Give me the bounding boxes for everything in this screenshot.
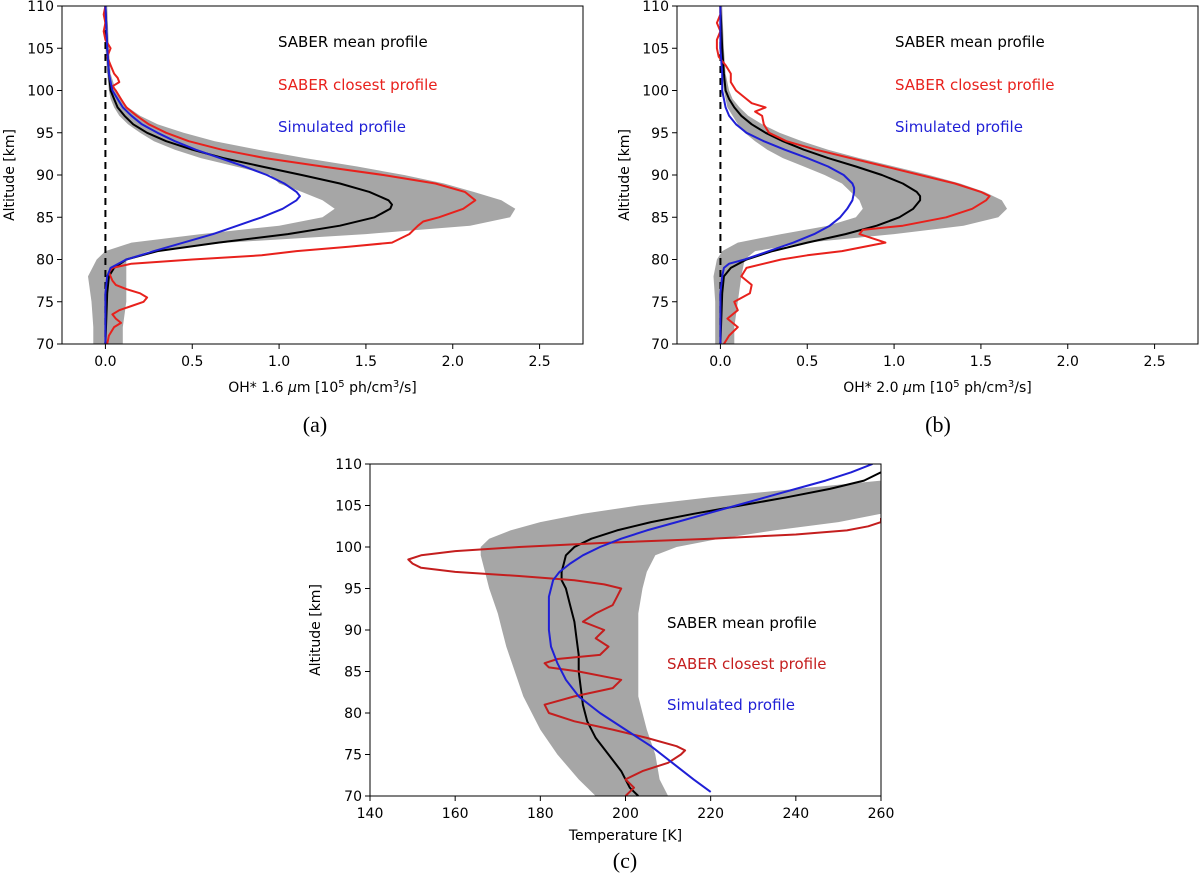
y-tick-label: 75 — [36, 295, 54, 311]
x-tick-label: 0.0 — [709, 354, 731, 370]
y-tick-label: 100 — [642, 84, 669, 100]
x-tick-label: 0.5 — [796, 354, 818, 370]
legend-entry: Simulated profile — [278, 118, 406, 136]
x-tick-label: 1.5 — [355, 354, 377, 370]
y-tick-label: 105 — [642, 41, 669, 57]
series-simulated-profile — [104, 6, 301, 344]
y-tick-label: 85 — [344, 665, 362, 681]
y-tick-label: 110 — [27, 0, 54, 15]
series-saber-closest-profile — [102, 6, 477, 344]
y-tick-label: 90 — [344, 623, 362, 639]
y-tick-label: 105 — [335, 499, 362, 515]
x-tick-label: 1.0 — [883, 354, 905, 370]
legend-entry: SABER mean profile — [667, 614, 817, 632]
chart-b: 0.0 0.5 1.0 1.5 2.0 2.5 70 75 80 85 90 95 100 105 110 O… — [617, 0, 1199, 437]
x-tick-label: 1.5 — [970, 354, 992, 370]
panel-caption: (a) — [303, 412, 327, 437]
x-axis-label: Temperature [K] — [568, 828, 682, 844]
plot-area-b — [713, 6, 1007, 344]
y-tick-label: 85 — [651, 210, 669, 226]
series-simulated-profile — [719, 6, 856, 344]
x-axis-label: OH* 2.0 μm [105 ph/cm3/s] — [843, 379, 1032, 397]
y-tick-label: 90 — [651, 168, 669, 184]
x-tick-label: 2.0 — [442, 354, 464, 370]
legend-entry: SABER closest profile — [278, 76, 438, 94]
y-tick-label: 75 — [651, 295, 669, 311]
x-tick-label: 260 — [868, 806, 895, 822]
uncertainty-band — [480, 464, 881, 796]
y-tick-label: 70 — [36, 337, 54, 353]
legend-entry: SABER mean profile — [278, 33, 428, 51]
y-tick-label: 85 — [36, 210, 54, 226]
series-saber-closest-profile — [407, 518, 881, 796]
y-tick-label: 100 — [335, 540, 362, 556]
legend-entry: Simulated profile — [895, 118, 1023, 136]
y-axis-label: Altitude [km] — [2, 129, 18, 221]
x-tick-label: 200 — [612, 806, 639, 822]
series-saber-mean-profile — [560, 471, 881, 796]
x-tick-label: 2.0 — [1057, 354, 1079, 370]
legend-entry: SABER closest profile — [895, 76, 1055, 94]
y-tick-label: 90 — [36, 168, 54, 184]
x-tick-label: 1.0 — [268, 354, 290, 370]
x-tick-label: 180 — [527, 806, 554, 822]
plot-area-c — [407, 464, 881, 796]
chart-a: 0.0 0.5 1.0 1.5 2.0 2.5 70 75 80 85 90 95 100 105 110 O… — [2, 0, 584, 437]
y-tick-label: 80 — [36, 253, 54, 269]
y-tick-label: 80 — [651, 253, 669, 269]
x-tick-label: 160 — [442, 806, 469, 822]
y-tick-label: 80 — [344, 706, 362, 722]
plot-area-a — [88, 6, 516, 344]
x-tick-label: 220 — [697, 806, 724, 822]
chart-c: 140 160 180 200 220 240 260 70 75 80 85 90 95 100 105 1… — [308, 457, 894, 873]
panel-caption: (c) — [613, 848, 637, 873]
y-tick-label: 105 — [27, 41, 54, 57]
y-axis-label: Altitude [km] — [308, 584, 324, 676]
y-axis-label: Altitude [km] — [617, 129, 633, 221]
y-tick-label: 95 — [36, 126, 54, 142]
x-tick-label: 0.0 — [94, 354, 116, 370]
series-simulated-profile — [547, 464, 873, 793]
y-tick-label: 75 — [344, 748, 362, 764]
x-tick-label: 240 — [782, 806, 809, 822]
series-saber-closest-profile — [715, 6, 991, 344]
x-axis-label: OH* 1.6 μm [105 ph/cm3/s] — [228, 379, 417, 397]
x-tick-label: 2.5 — [1143, 354, 1165, 370]
legend-entry: SABER mean profile — [895, 33, 1045, 51]
x-tick-label: 2.5 — [528, 354, 550, 370]
y-tick-label: 100 — [27, 84, 54, 100]
y-tick-label: 110 — [335, 457, 362, 473]
legend-entry: SABER closest profile — [667, 655, 827, 673]
y-tick-label: 95 — [344, 582, 362, 598]
panel-caption: (b) — [925, 412, 951, 437]
x-tick-label: 0.5 — [181, 354, 203, 370]
y-tick-label: 110 — [642, 0, 669, 15]
axes-frame — [676, 5, 1199, 345]
uncertainty-band — [713, 6, 1007, 344]
legend-entry: Simulated profile — [667, 696, 795, 714]
x-tick-label: 140 — [357, 806, 384, 822]
y-tick-label: 70 — [651, 337, 669, 353]
y-tick-label: 70 — [344, 789, 362, 805]
y-tick-label: 95 — [651, 126, 669, 142]
